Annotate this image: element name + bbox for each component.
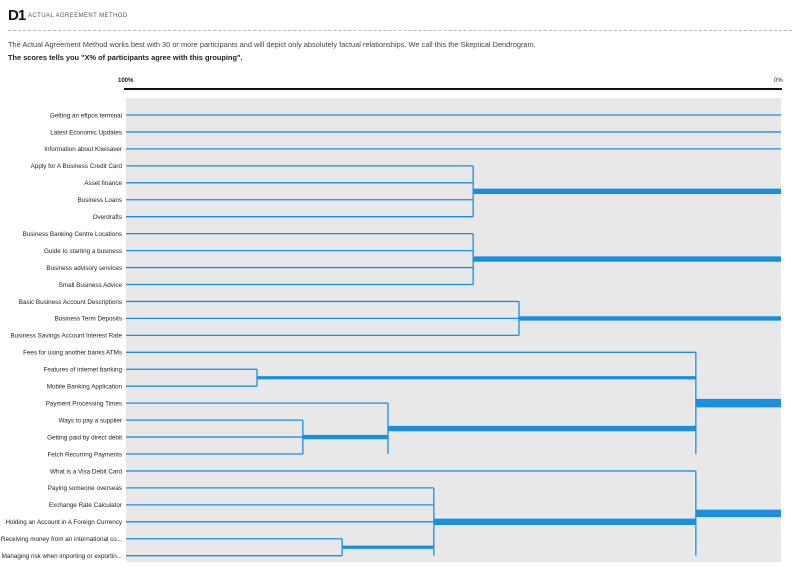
scores-note: The scores tells you "X% of participants… [8, 53, 243, 62]
axis-line [124, 88, 782, 90]
leaf-label: Managing risk when importing or exportin… [2, 553, 123, 560]
leaf-label: Business Term Deposits [55, 316, 122, 323]
leaf-label: Receiving money from an international co… [1, 536, 122, 543]
leaf-label: Small Business Advice [59, 282, 123, 289]
leaf-label: Paying someone overseas [48, 485, 122, 492]
leaf-label: Exchange Rate Calculator [49, 502, 122, 509]
leaf-label: Guide to starting a business [44, 248, 122, 255]
method-badge: D1 [8, 7, 26, 24]
page-header: D1 ACTUAL AGREEMENT METHOD [8, 7, 792, 31]
leaf-label: Payment Processing Times [46, 400, 122, 407]
plot-background [126, 98, 781, 562]
leaf-label: What is a Visa Debit Card [50, 468, 122, 475]
method-title: ACTUAL AGREEMENT METHOD [28, 13, 128, 19]
leaf-label: Information about Kiwisaver [44, 146, 122, 153]
axis-right-label: 0% [774, 78, 783, 84]
leaf-label: Business advisory services [46, 265, 122, 272]
leaf-label: Getting paid by direct debit [47, 434, 122, 441]
header-divider [8, 30, 792, 31]
leaf-label: Latest Economic Updates [50, 129, 122, 136]
leaf-label: Overdrafts [93, 214, 122, 221]
leaf-label: Mobile Banking Application [47, 384, 123, 391]
leaf-label: Basic Business Account Descriptions [19, 299, 122, 306]
leaf-label: Business Banking Centre Locations [23, 231, 122, 238]
leaf-label: Features of internet banking [44, 367, 123, 374]
axis-left-label: 100% [118, 78, 134, 84]
leaf-label: Business Loans [78, 197, 122, 204]
leaf-label: Holding an Account in A Foreign Currency [5, 519, 122, 526]
leaf-label: Ways to pay a supplier [59, 417, 122, 424]
method-description: The Actual Agreement Method works best w… [8, 40, 536, 49]
leaf-label: Fees for using another banks ATMs [23, 350, 122, 357]
leaf-label: Apply for A Business Credit Card [31, 163, 123, 170]
leaf-label: Fetch Recurring Payments [47, 451, 122, 458]
leaf-label: Asset finance [84, 180, 122, 187]
leaf-label: Business Savings Account Interest Rate [10, 333, 122, 340]
leaf-label: Getting an eftpos terminal [50, 112, 122, 119]
